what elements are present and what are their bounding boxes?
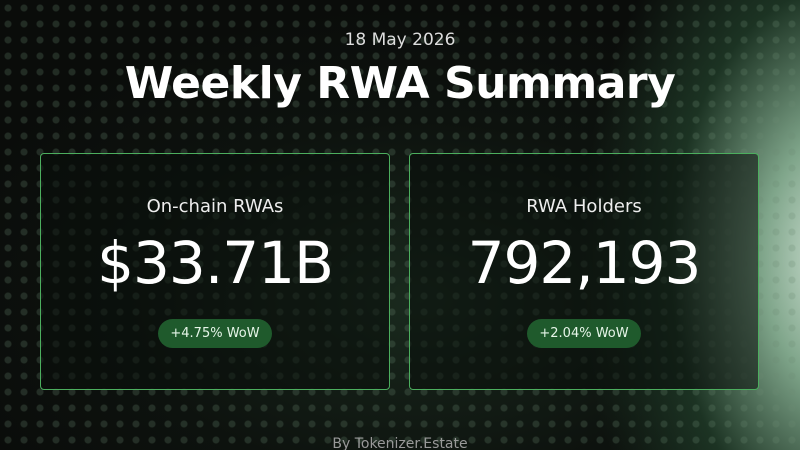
stat-card: On-chain RWAs $33.71B +4.75% WoW	[40, 153, 390, 390]
stat-card: RWA Holders 792,193 +2.04% WoW	[409, 153, 759, 390]
footer: By Tokenizer.Estate	[332, 436, 468, 450]
card-value: 792,193	[467, 229, 702, 297]
card-label: RWA Holders	[526, 196, 642, 217]
title: Weekly RWA Summary	[124, 58, 676, 109]
date: 18 May 2026	[344, 30, 456, 50]
change-badge: +2.04% WoW	[527, 319, 641, 348]
change-badge: +4.75% WoW	[158, 319, 272, 348]
card-value: $33.71B	[97, 229, 334, 297]
card-label: On-chain RWAs	[146, 196, 284, 217]
